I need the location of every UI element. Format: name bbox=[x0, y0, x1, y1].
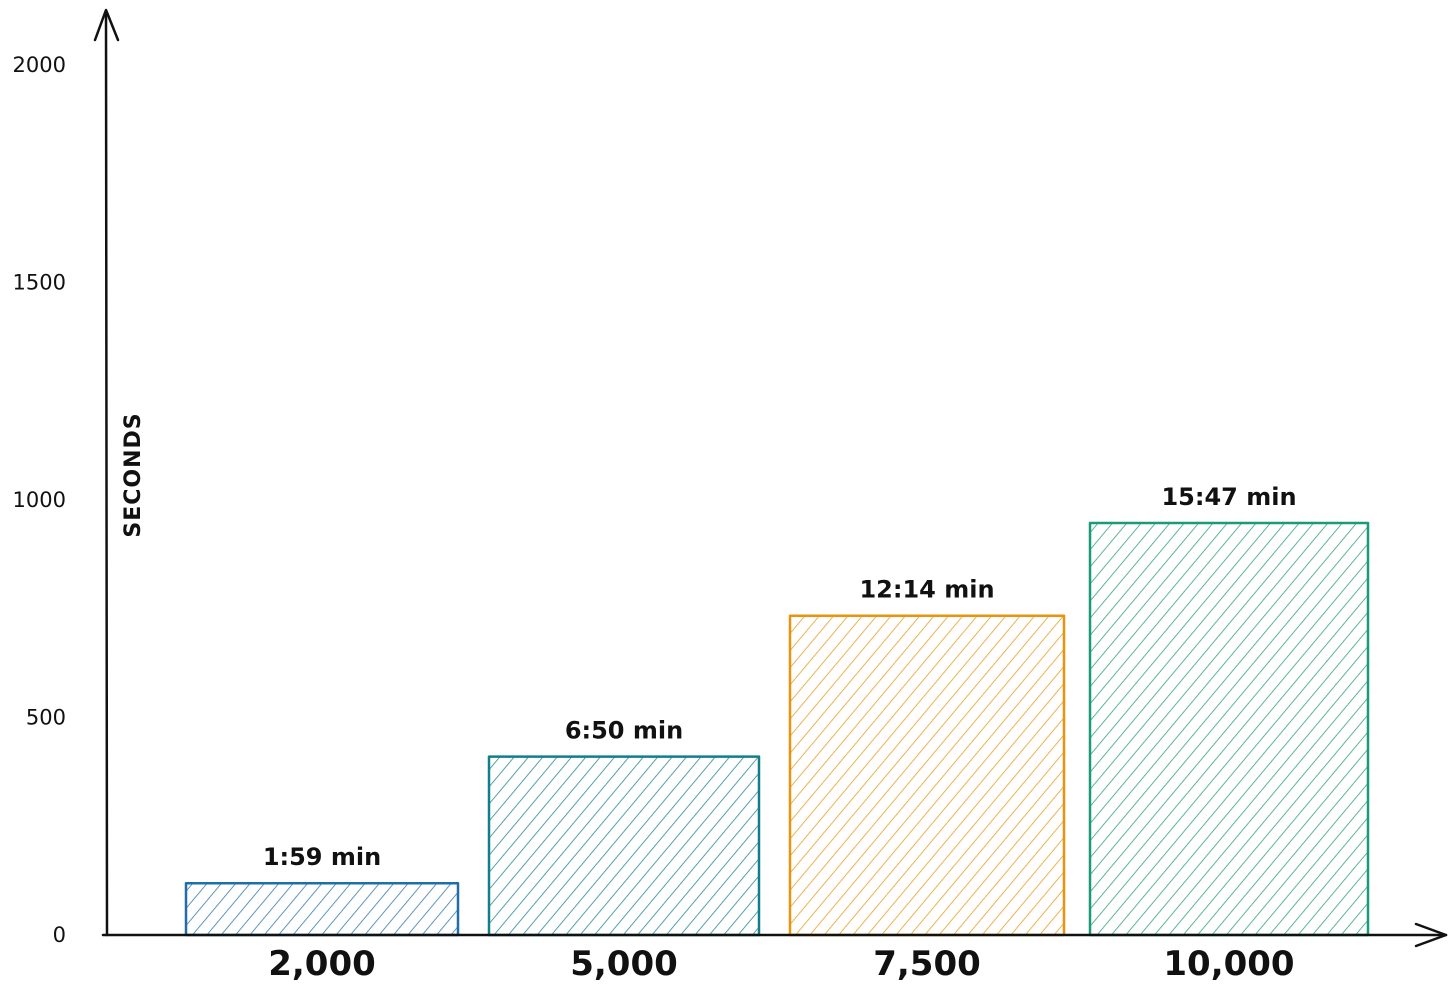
bar-value-label: 12:14 min bbox=[859, 576, 994, 604]
y-tick-label: 500 bbox=[26, 706, 66, 730]
bar-value-label: 15:47 min bbox=[1161, 483, 1296, 511]
bar-5000 bbox=[487, 755, 761, 937]
x-category-label: 2,000 bbox=[268, 944, 376, 984]
y-tick-label: 2000 bbox=[13, 53, 66, 77]
x-axis-arrowhead bbox=[1414, 922, 1448, 948]
bar-2000 bbox=[184, 881, 460, 937]
x-category-label: 5,000 bbox=[570, 944, 678, 984]
bar-value-label: 6:50 min bbox=[565, 717, 683, 745]
y-axis-label: SECONDS bbox=[121, 412, 146, 537]
y-axis-line bbox=[104, 10, 109, 937]
y-axis-arrowhead bbox=[93, 8, 120, 42]
x-category-label: 10,000 bbox=[1163, 944, 1294, 984]
y-tick-label: 1500 bbox=[13, 271, 66, 295]
bar-10000 bbox=[1088, 521, 1370, 937]
y-tick-label: 1000 bbox=[13, 488, 66, 512]
x-category-label: 7,500 bbox=[873, 944, 981, 984]
bar-value-label: 1:59 min bbox=[263, 843, 381, 871]
bar-7500 bbox=[788, 614, 1066, 937]
y-tick-label: 0 bbox=[53, 923, 66, 947]
